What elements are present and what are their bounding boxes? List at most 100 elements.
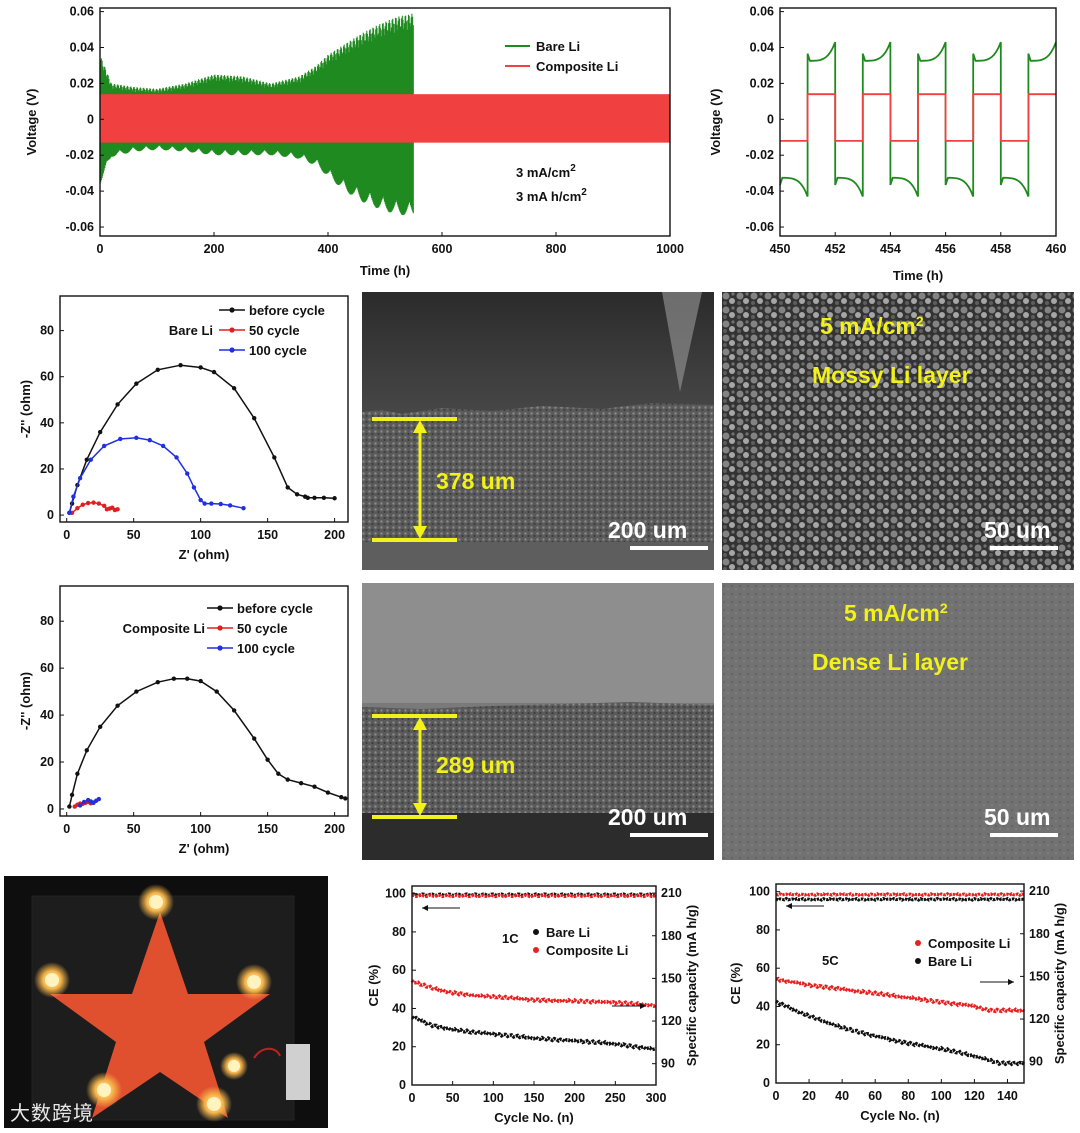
y-tick-label: -0.02	[66, 148, 95, 162]
plot-frame	[59, 295, 349, 523]
eis-point	[241, 505, 246, 511]
rate-label: 1C	[502, 931, 519, 946]
eis-point	[312, 784, 317, 789]
eis-point	[191, 485, 197, 490]
eis-point	[67, 510, 72, 515]
cycling-5c-chart: Composite Li Bare Li 0 20 40 60 80 100 120 140 0 20…	[728, 883, 1067, 1123]
eis-point	[91, 500, 96, 505]
eis-point	[147, 437, 152, 443]
y-tick-label: 40	[392, 1001, 406, 1015]
eis-point	[218, 501, 223, 507]
y-tick-label: -0.04	[746, 184, 775, 198]
sample-label: Bare Li	[169, 323, 213, 338]
eis-point	[227, 503, 233, 508]
eis-series-0	[68, 364, 335, 514]
x-tick-label: 50	[127, 822, 141, 836]
eis-point	[174, 455, 179, 460]
eis-point	[134, 381, 139, 386]
voltage-zoom-chart: 450 452 454 456 458 460 0.06 0.04 0.02 0 -0.02 -0.0…	[708, 5, 1066, 283]
eis-point	[252, 416, 257, 421]
x-axis-label: Time (h)	[360, 263, 410, 278]
x-tick-label: 100	[483, 1091, 504, 1105]
y-tick-label: 40	[40, 416, 54, 430]
eis-point	[118, 436, 123, 442]
superscript: 2	[581, 187, 587, 198]
x-tick-label: 200	[324, 822, 345, 836]
y2-tick-label: 210	[661, 886, 682, 900]
y-tick-label: 0.06	[70, 5, 94, 19]
eis-point	[332, 496, 337, 501]
eis-point	[71, 494, 76, 499]
star-shape	[50, 912, 270, 1118]
sem-mossy-scale-label: 50 um	[984, 517, 1050, 543]
y-tick-label: 40	[40, 708, 54, 722]
x-tick-label: 40	[835, 1089, 849, 1103]
eis-bare-panel: before cycle 50 cycle 100 cycle Bare Li 0 50 1…	[0, 288, 360, 576]
x-tick-label: 150	[257, 528, 278, 542]
svg-text:5 mA/cm2: 5 mA/cm2	[820, 313, 924, 339]
x-tick-label: 150	[257, 822, 278, 836]
y-tick-label: 60	[392, 963, 406, 977]
y2-tick-label: 90	[1029, 1055, 1043, 1069]
y-tick-label: 40	[756, 999, 770, 1013]
y-tick-label: 0	[399, 1078, 406, 1092]
y-axis-label: Voltage (V)	[708, 89, 723, 156]
x-tick-label: 200	[204, 242, 225, 256]
legend-marker-0	[915, 940, 921, 946]
current-density-annotation: 3 mA/cm2	[516, 163, 576, 180]
eis-point	[77, 475, 83, 481]
y-tick-label: 0	[767, 112, 774, 126]
x-tick-label: 1000	[656, 242, 684, 256]
rate-label: 5C	[822, 953, 839, 968]
x-tick-label: 140	[997, 1089, 1018, 1103]
y-tick-label: 100	[749, 885, 770, 899]
y-tick-label: 60	[756, 961, 770, 975]
legend-label-2: 100 cycle	[249, 343, 307, 358]
legend-marker-2	[229, 347, 235, 353]
capacity-series-0	[410, 1015, 657, 1052]
eis-point	[134, 689, 139, 694]
eis-point	[272, 455, 277, 460]
sem-bare-cross-section: 378 um 200 um	[362, 292, 714, 570]
eis-point	[155, 367, 160, 372]
x-tick-label: 60	[868, 1089, 882, 1103]
capacity-series-1	[410, 979, 658, 1009]
x-tick-label: 300	[646, 1091, 667, 1105]
y2-tick-label: 90	[661, 1057, 675, 1071]
composite-li-zoom-series	[780, 93, 1056, 142]
x-axis-label: Z' (ohm)	[179, 547, 230, 562]
x-tick-label: 452	[825, 242, 846, 256]
legend-marker-1	[229, 327, 235, 333]
ce-series-1	[775, 896, 1025, 902]
y-tick-label: 80	[756, 923, 770, 937]
x-tick-label: 150	[524, 1091, 545, 1105]
eis-point	[97, 429, 103, 435]
sem-dense-image: 5 mA/cm2 Dense Li layer 50 um	[722, 583, 1074, 860]
eis-point	[115, 507, 120, 512]
voltage-zoom-panel: 450 452 454 456 458 460 0.06 0.04 0.02 0 -0.02 -0.0…	[700, 0, 1080, 285]
legend-marker-0	[229, 307, 235, 313]
eis-point	[265, 757, 270, 762]
eis-point	[115, 402, 120, 407]
plot-frame	[99, 7, 671, 237]
legend-marker-1	[533, 947, 539, 953]
eis-point	[102, 503, 107, 509]
eis-point	[97, 724, 103, 730]
superscript: 2	[570, 163, 576, 174]
battery-pouch	[286, 1044, 310, 1100]
legend-marker-1	[217, 625, 223, 631]
legend-label-0: Composite Li	[928, 936, 1010, 951]
y-tick-label: -0.02	[746, 148, 775, 162]
y-tick-label: 0.02	[750, 76, 774, 90]
eis-point	[88, 457, 94, 462]
x-tick-label: 800	[546, 242, 567, 256]
sem-dense-scale-label: 50 um	[984, 804, 1050, 830]
sem-dense-layer-label: Dense Li layer	[812, 649, 968, 675]
y-tick-label: 80	[40, 614, 54, 628]
y-tick-label: -0.06	[66, 220, 95, 234]
x-tick-label: 450	[770, 242, 791, 256]
y-axis-label: -Z'' (ohm)	[18, 380, 33, 438]
eis-point	[298, 780, 304, 786]
eis-composite-panel: before cycle 50 cycle 100 cycle Composite L…	[0, 578, 360, 868]
y-tick-label: 0	[47, 802, 54, 816]
